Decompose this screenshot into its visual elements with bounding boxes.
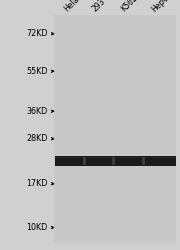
Text: 17KD: 17KD: [26, 179, 48, 188]
Bar: [55, 157, 176, 158]
Text: 293: 293: [91, 0, 107, 14]
Text: 36KD: 36KD: [26, 107, 48, 116]
Bar: [83, 157, 86, 165]
Text: 28KD: 28KD: [26, 134, 48, 143]
Text: 10KD: 10KD: [26, 223, 48, 232]
Text: Hela: Hela: [62, 0, 81, 14]
Bar: [55, 156, 176, 166]
Bar: [142, 157, 145, 165]
Text: 55KD: 55KD: [26, 67, 48, 76]
Text: K562: K562: [120, 0, 140, 14]
Bar: [54, 15, 176, 242]
Text: HepG2: HepG2: [150, 0, 175, 14]
Bar: [112, 157, 115, 165]
Text: 72KD: 72KD: [26, 29, 48, 38]
